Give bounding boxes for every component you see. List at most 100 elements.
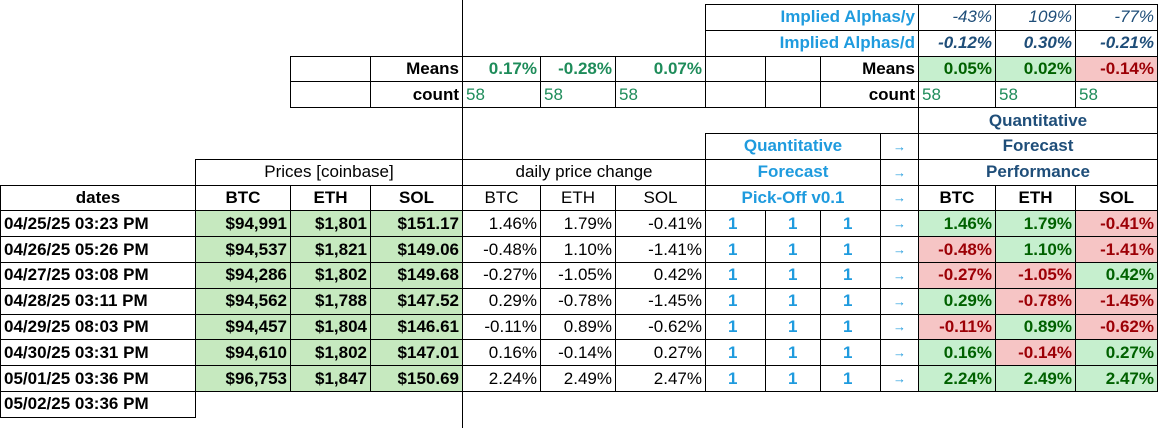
forecast: 1 — [820, 236, 881, 263]
price: $1,847 — [290, 365, 371, 392]
price: $94,562 — [195, 287, 291, 315]
row-label: Means — [370, 55, 463, 83]
price-change: -0.14% — [540, 339, 616, 367]
performance: -0.41% — [1075, 210, 1158, 238]
forecast: 1 — [765, 339, 821, 367]
column-header: ETH — [540, 184, 616, 212]
divider — [462, 0, 463, 428]
count-value: 58 — [1075, 81, 1158, 109]
price-change: -0.62% — [615, 313, 706, 341]
price: $147.52 — [370, 287, 463, 315]
date: 05/01/25 03:36 PM — [0, 365, 196, 392]
date: 04/28/25 03:11 PM — [0, 287, 196, 315]
performance: 1.46% — [918, 210, 996, 238]
count-value: 58 — [995, 81, 1076, 109]
empty-cell — [290, 55, 371, 83]
price-change: -1.41% — [615, 236, 706, 263]
performance: -1.41% — [1075, 236, 1158, 263]
empty-cell — [290, 81, 371, 109]
price-change: -0.48% — [462, 236, 541, 263]
column-header: SOL — [370, 184, 463, 212]
performance: 2.49% — [995, 365, 1076, 392]
count-value: 58 — [615, 81, 706, 109]
performance: 0.89% — [995, 313, 1076, 341]
date: 04/29/25 08:03 PM — [0, 313, 196, 341]
price-change: 2.24% — [462, 365, 541, 392]
price: $96,753 — [195, 365, 291, 392]
performance: -0.62% — [1075, 313, 1158, 341]
header: dates — [0, 184, 196, 212]
performance: 1.79% — [995, 210, 1076, 238]
column-header: SOL — [1075, 184, 1158, 212]
column-header: BTC — [462, 184, 541, 212]
arrow: → — [880, 236, 919, 263]
arrow: → — [880, 365, 919, 392]
forecast: 1 — [765, 262, 821, 289]
price-change: 0.27% — [615, 339, 706, 367]
header: Performance — [918, 158, 1158, 186]
price-change: -0.11% — [462, 313, 541, 341]
implied-alpha: -43% — [918, 4, 996, 31]
implied-alpha: -0.21% — [1075, 29, 1158, 57]
header: Forecast — [705, 158, 881, 186]
column-header: ETH — [995, 184, 1076, 212]
performance: 0.42% — [1075, 262, 1158, 289]
forecast: 1 — [765, 210, 821, 238]
performance: -0.78% — [995, 287, 1076, 315]
price: $94,457 — [195, 313, 291, 341]
header: Quantitative — [918, 107, 1158, 134]
row-label: count — [370, 81, 463, 109]
arrow: → — [880, 287, 919, 315]
price-change: -0.27% — [462, 262, 541, 289]
price: $94,991 — [195, 210, 291, 238]
implied-alpha: 0.30% — [995, 29, 1076, 57]
price-change: 1.10% — [540, 236, 616, 263]
column-header: BTC — [918, 184, 996, 212]
price: $1,804 — [290, 313, 371, 341]
price: $1,802 — [290, 262, 371, 289]
column-header: SOL — [615, 184, 706, 212]
price-change: 0.42% — [615, 262, 706, 289]
mean-value: 0.17% — [462, 55, 541, 83]
mean-value: -0.28% — [540, 55, 616, 83]
price-change: -1.45% — [615, 287, 706, 315]
empty-cell — [765, 55, 821, 83]
header: Prices [coinbase] — [195, 158, 463, 186]
price: $1,801 — [290, 210, 371, 238]
performance: -1.05% — [995, 262, 1076, 289]
forecast: 1 — [765, 236, 821, 263]
price: $151.17 — [370, 210, 463, 238]
count-value: 58 — [918, 81, 996, 109]
performance: 2.24% — [918, 365, 996, 392]
mean-value: 0.07% — [615, 55, 706, 83]
price-change: -1.05% — [540, 262, 616, 289]
row-label: Implied Alphas/y — [705, 4, 919, 31]
price: $1,788 — [290, 287, 371, 315]
price-change: 1.79% — [540, 210, 616, 238]
row-label: Implied Alphas/d — [705, 29, 919, 57]
forecast: 1 — [765, 365, 821, 392]
arrow: → — [880, 313, 919, 341]
forecast: 1 — [820, 365, 881, 392]
mean-value: 0.05% — [918, 55, 996, 83]
price: $94,286 — [195, 262, 291, 289]
performance: 0.29% — [918, 287, 996, 315]
price: $146.61 — [370, 313, 463, 341]
performance: -0.11% — [918, 313, 996, 341]
date: 04/30/25 03:31 PM — [0, 339, 196, 367]
performance: 0.27% — [1075, 339, 1158, 367]
forecast: 1 — [705, 313, 766, 341]
row-label: Means — [820, 55, 919, 83]
mean-value: 0.02% — [995, 55, 1076, 83]
header: Quantitative — [705, 133, 881, 160]
price: $94,537 — [195, 236, 291, 263]
forecast: 1 — [705, 365, 766, 392]
price: $149.06 — [370, 236, 463, 263]
price: $1,821 — [290, 236, 371, 263]
forecast: 1 — [820, 210, 881, 238]
arrow: → — [880, 133, 919, 160]
price-change: 2.49% — [540, 365, 616, 392]
implied-alpha: -77% — [1075, 4, 1158, 31]
price-change: 1.46% — [462, 210, 541, 238]
